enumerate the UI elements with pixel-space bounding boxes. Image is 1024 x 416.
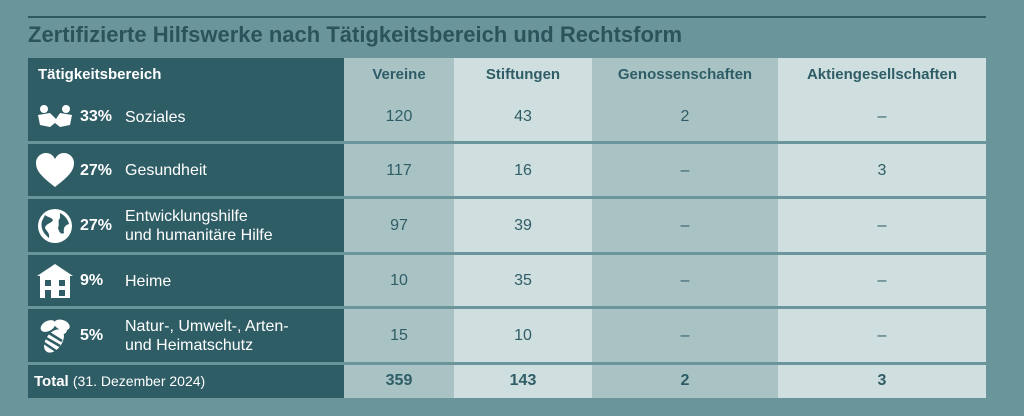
- row-separator: [28, 306, 986, 309]
- table-cell: 2: [680, 108, 690, 125]
- top-rule: [28, 16, 986, 18]
- bee-icon: [34, 316, 76, 356]
- column-bg-aktiengesellschaften: [778, 58, 986, 398]
- table-cell: 10: [390, 272, 408, 289]
- table-cell: –: [877, 217, 887, 234]
- category-label: Soziales: [125, 108, 340, 127]
- total-cell: 2: [680, 372, 690, 389]
- column-bg-category: [28, 58, 344, 398]
- category-percent: 27%: [80, 217, 113, 234]
- category-label: Gesundheit: [125, 161, 340, 180]
- column-bg-stiftungen: [454, 58, 592, 398]
- table-cell: 117: [386, 161, 412, 179]
- total-cell: 3: [877, 372, 887, 389]
- category-label-line: Entwicklungshilfe: [125, 208, 248, 225]
- column-header: Genossenschaften: [617, 66, 753, 83]
- column-header: Stiftungen: [485, 66, 561, 83]
- total-date-note: (31. Dezember 2024): [72, 373, 206, 389]
- table-cell: 43: [514, 108, 532, 125]
- category-percent: 33%: [80, 108, 113, 125]
- category-label-line: Gesundheit: [125, 162, 207, 179]
- column-header: Aktiengesellschaften: [806, 66, 958, 83]
- category-label: Natur-, Umwelt-, Arten-und Heimatschutz: [125, 317, 340, 355]
- total-label-text: Total: [34, 373, 73, 390]
- category-label-line: Natur-, Umwelt-, Arten-: [125, 318, 289, 335]
- column-bg-genossenschaften: [592, 58, 778, 398]
- column-bg-vereine: [344, 58, 454, 398]
- table-cell: 10: [514, 327, 532, 344]
- row-separator: [28, 362, 986, 365]
- category-label-line: und Heimatschutz: [125, 337, 254, 354]
- table-cell: –: [877, 108, 887, 125]
- row-separator: [28, 141, 986, 144]
- data-table: Tätigkeitsbereich Vereine Stiftungen Genoss…: [28, 58, 986, 398]
- table-cell: 3: [877, 161, 887, 179]
- table-cell: 97: [390, 217, 408, 234]
- table-cell: –: [680, 161, 690, 179]
- table-cell: 35: [514, 272, 532, 289]
- table-cell: 120: [385, 108, 413, 125]
- table-cell: –: [680, 272, 690, 289]
- table-cell: –: [877, 272, 887, 289]
- table-cell: –: [877, 327, 887, 344]
- category-label: Entwicklungshilfe und humanitäre Hilfe: [125, 207, 340, 245]
- table-cell: 15: [390, 327, 408, 344]
- row-separator: [28, 252, 986, 255]
- total-label: Total (31. Dezember 2024): [34, 371, 205, 392]
- column-header: Tätigkeitsbereich: [38, 66, 162, 83]
- column-header: Vereine: [372, 66, 426, 83]
- row-separator: [28, 196, 986, 199]
- people-icon: [34, 97, 76, 137]
- page-title: Zertifizierte Hilfswerke nach Tätigkeits…: [28, 22, 683, 47]
- category-label-line: Heime: [125, 272, 172, 290]
- table-cell: –: [680, 217, 690, 234]
- category-percent: 5%: [80, 327, 104, 344]
- category-percent: 9%: [80, 272, 104, 289]
- house-icon: [34, 261, 76, 301]
- table-cell: 39: [514, 217, 532, 234]
- category-label: Heime: [125, 272, 340, 291]
- total-cell: 143: [509, 372, 537, 389]
- heart-icon: [34, 151, 76, 191]
- globe-icon: [34, 206, 76, 246]
- table-cell: –: [680, 327, 690, 344]
- total-cell: 359: [385, 372, 413, 389]
- category-label-line: Soziales: [125, 108, 186, 126]
- table-cell: 16: [514, 161, 532, 179]
- category-label-line: und humanitäre Hilfe: [125, 227, 273, 244]
- category-percent: 27%: [80, 161, 113, 179]
